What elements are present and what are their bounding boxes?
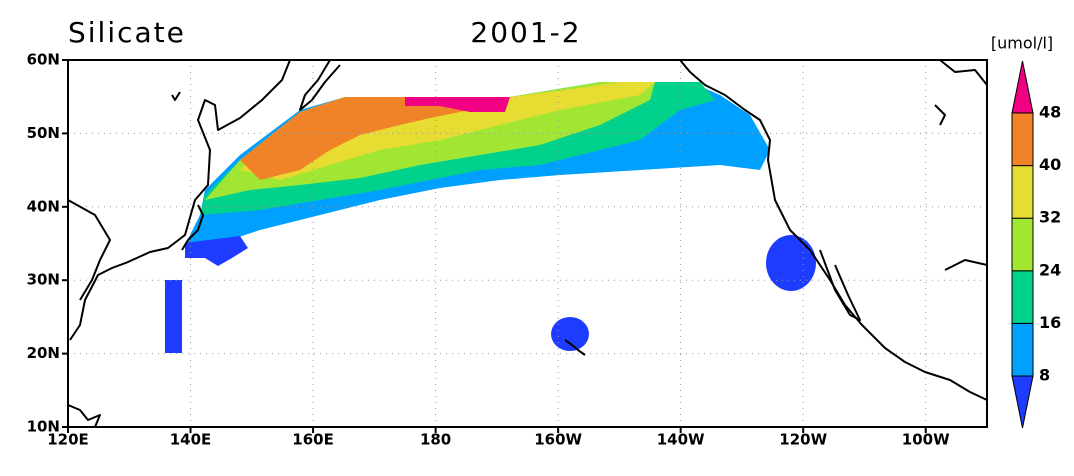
coastline	[299, 59, 341, 111]
colorbar-label: 16	[1039, 313, 1061, 332]
contour-region	[551, 317, 589, 351]
data-field	[165, 82, 816, 353]
colorbar-segment	[1011, 112, 1034, 167]
colorbar-extension	[1011, 60, 1034, 114]
colorbar-label: 24	[1039, 260, 1061, 279]
contour-region	[405, 97, 510, 112]
coastlines	[67, 59, 988, 428]
map-frame	[67, 59, 988, 428]
x-tick-label: 120W	[779, 431, 827, 449]
contour-region	[185, 236, 248, 266]
y-tick-label: 10N	[27, 418, 60, 436]
coastline	[679, 59, 988, 401]
coastline	[564, 339, 586, 356]
x-tick-label: 180	[420, 431, 451, 449]
x-tick-label: 100W	[902, 431, 950, 449]
colorbar-segment	[1011, 270, 1034, 324]
x-tick-label: 140W	[657, 431, 705, 449]
colorbar-segment	[1011, 165, 1034, 219]
y-tick-label: 40N	[27, 197, 60, 215]
coastline	[171, 91, 204, 251]
colorbar-segment	[1011, 217, 1034, 272]
x-tick-label: 160W	[534, 431, 582, 449]
colorbar-label: 8	[1039, 366, 1050, 385]
y-tick-label: 60N	[27, 51, 60, 69]
x-tick-label: 120E	[47, 431, 89, 449]
y-tick-label: 30N	[27, 271, 60, 289]
coastline	[67, 404, 101, 428]
y-tick-label: 50N	[27, 124, 60, 142]
colorbar-extension	[1011, 375, 1034, 429]
x-tick-label: 140E	[170, 431, 212, 449]
colorbar-segment	[1011, 322, 1034, 377]
x-tick-label: 160E	[292, 431, 334, 449]
contour-region	[240, 97, 510, 180]
contour-region	[165, 280, 182, 353]
contour-region	[766, 235, 816, 291]
coastline	[934, 59, 988, 271]
colorbar-label: 48	[1039, 103, 1061, 122]
colorbar-label: 40	[1039, 155, 1061, 174]
title: Silicate	[68, 16, 186, 49]
y-tick-label: 20N	[27, 344, 60, 362]
coastline	[819, 249, 861, 321]
unit-label: [umol/l]	[991, 34, 1053, 53]
coastline	[67, 199, 111, 301]
coastline	[69, 59, 291, 341]
colorbar-label: 32	[1039, 208, 1061, 227]
subtitle: 2001-2	[470, 16, 581, 49]
